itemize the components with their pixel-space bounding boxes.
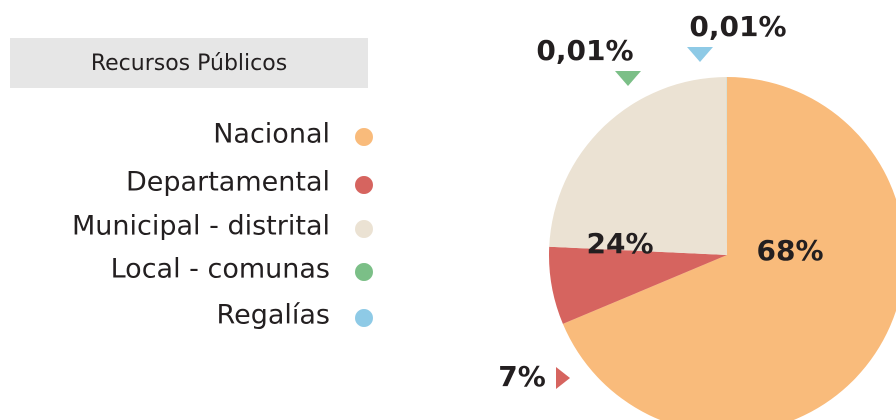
legend-label: Nacional — [213, 119, 330, 150]
legend-swatch — [355, 263, 373, 281]
data-label: 24% — [586, 227, 653, 260]
label-pointer — [615, 71, 641, 86]
legend-swatch — [355, 220, 373, 238]
label-pointer — [687, 47, 713, 62]
data-label: 0,01% — [689, 10, 786, 43]
data-label: 7% — [498, 360, 546, 393]
pie-slice — [562, 77, 896, 420]
pie-slice — [549, 77, 727, 255]
legend-swatch — [355, 176, 373, 194]
legend-swatch — [355, 128, 373, 146]
legend-swatch — [355, 309, 373, 327]
legend-title: Recursos Públicos — [91, 51, 287, 76]
legend-label: Regalías — [217, 300, 330, 331]
data-label: 68% — [756, 234, 823, 267]
legend-label: Municipal - distrital — [72, 211, 330, 242]
label-pointer — [556, 367, 570, 389]
legend-title-box — [10, 38, 368, 88]
pie-slice — [548, 246, 727, 324]
data-label: 0,01% — [536, 34, 633, 67]
legend-label: Local - comunas — [111, 254, 330, 285]
legend-label: Departamental — [126, 167, 330, 198]
